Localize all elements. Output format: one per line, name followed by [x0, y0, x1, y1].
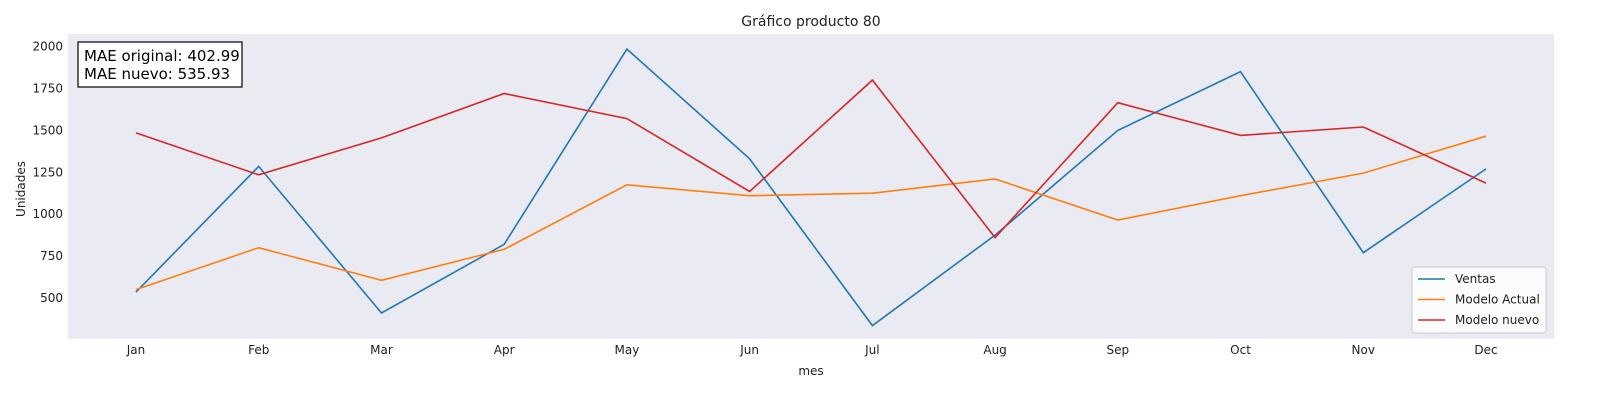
series-line [135, 135, 1487, 291]
y-tick-label: 1750 [32, 81, 63, 95]
legend-label: Modelo nuevo [1455, 313, 1539, 327]
plot-area [68, 34, 1554, 339]
x-tick-label: May [615, 343, 640, 357]
y-tick-label: 500 [40, 291, 63, 305]
x-tick-label: Apr [494, 343, 515, 357]
x-tick-label: Dec [1474, 343, 1497, 357]
y-axis-ticks: 500 750 1000 1250 1500 1750 2000 [32, 40, 63, 305]
legend-label: Modelo Actual [1455, 293, 1540, 307]
x-axis-ticks: Jan Feb Mar Apr May Jun Jul Aug Sep Oct Nov Dec [126, 343, 1498, 357]
x-tick-label: Jan [126, 343, 146, 357]
chart-title: Gráfico producto 80 [741, 14, 880, 30]
x-tick-label: Nov [1352, 343, 1375, 357]
mae-box-frame [77, 41, 243, 88]
x-tick-label: Jun [739, 343, 759, 357]
legend-label: Ventas [1455, 272, 1496, 286]
y-tick-label: 1000 [32, 207, 63, 221]
x-tick-label: Jul [864, 343, 879, 357]
mae-annotation-box: MAE original: 402.99 MAE nuevo: 535.93 [77, 41, 243, 88]
x-tick-label: Oct [1230, 343, 1251, 357]
x-tick-label: Feb [248, 343, 269, 357]
legend-frame [1411, 266, 1547, 334]
x-tick-label: Sep [1107, 343, 1130, 357]
x-axis-label: mes [798, 364, 823, 378]
y-axis-label: Unidades [14, 161, 28, 217]
x-tick-label: Aug [983, 343, 1006, 357]
series-line [135, 47, 1487, 327]
mae-original-text: MAE original: 402.99 [84, 47, 240, 65]
series-line [135, 78, 1487, 239]
series-lines [135, 47, 1487, 327]
legend: Ventas Modelo Actual Modelo nuevo [1411, 266, 1547, 334]
mae-new-text: MAE nuevo: 535.93 [84, 65, 230, 83]
y-tick-label: 2000 [32, 40, 63, 54]
x-tick-label: Mar [370, 343, 393, 357]
y-tick-label: 1500 [32, 123, 63, 137]
y-tick-label: 1250 [32, 165, 63, 179]
y-tick-label: 750 [40, 249, 63, 263]
